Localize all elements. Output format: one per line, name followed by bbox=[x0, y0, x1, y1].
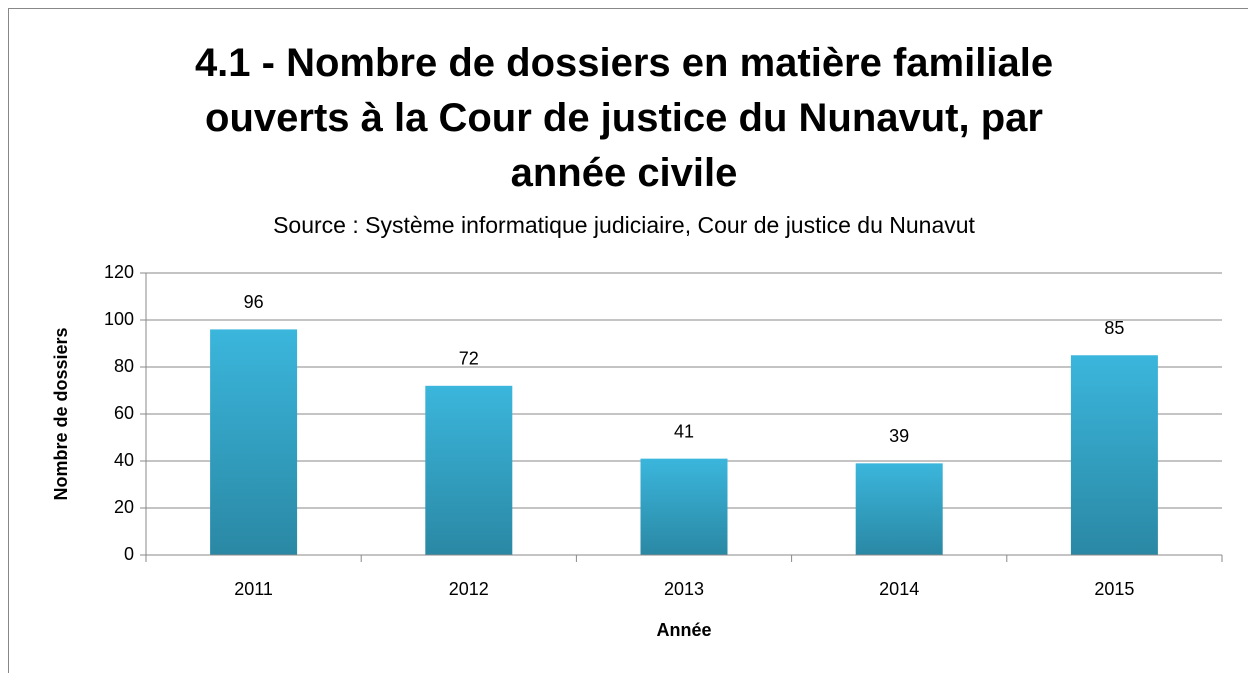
y-tick-label: 20 bbox=[114, 497, 134, 517]
y-tick-label: 100 bbox=[104, 309, 134, 329]
bar bbox=[855, 463, 943, 555]
x-tick-label: 2012 bbox=[449, 579, 489, 599]
data-label: 39 bbox=[889, 426, 909, 446]
x-tick-label: 2013 bbox=[664, 579, 704, 599]
data-label: 72 bbox=[459, 349, 479, 369]
y-tick-label: 40 bbox=[114, 450, 134, 470]
y-tick-label: 0 bbox=[124, 544, 134, 564]
data-label: 85 bbox=[1104, 318, 1124, 338]
data-label: 41 bbox=[674, 421, 694, 441]
bar bbox=[640, 458, 728, 555]
y-axis-label: Nombre de dossiers bbox=[51, 327, 71, 500]
chart-frame bbox=[8, 8, 1248, 673]
x-tick-label: 2015 bbox=[1094, 579, 1134, 599]
y-tick-label: 120 bbox=[104, 262, 134, 282]
y-tick-label: 80 bbox=[114, 356, 134, 376]
chart-subtitle: Source : Système informatique judiciaire… bbox=[273, 212, 975, 238]
bar bbox=[425, 385, 513, 555]
chart-title: 4.1 - Nombre de dossiers en matière fami… bbox=[194, 41, 1054, 195]
x-axis-label: Année bbox=[656, 620, 711, 640]
x-tick-label: 2014 bbox=[879, 579, 919, 599]
x-tick-label: 2011 bbox=[234, 579, 273, 599]
y-tick-label: 60 bbox=[114, 403, 134, 423]
bar bbox=[210, 329, 298, 555]
data-label: 96 bbox=[244, 292, 264, 312]
bar bbox=[1070, 355, 1158, 555]
